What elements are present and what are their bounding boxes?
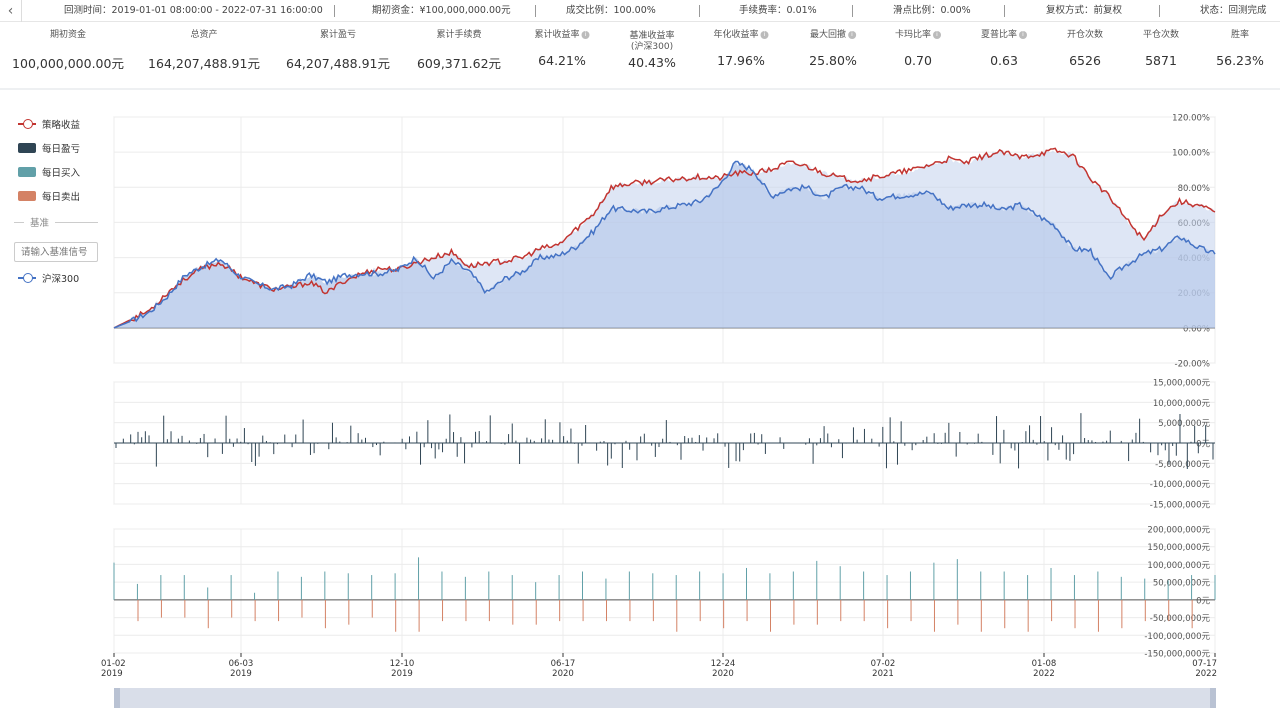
y-tick-label: 0元 bbox=[1196, 440, 1210, 450]
benchmark-section-title: 基准 bbox=[14, 214, 98, 230]
y-tick-label: 150,000,000元 bbox=[1147, 543, 1210, 553]
y-tick-label: 0.00% bbox=[1183, 324, 1210, 334]
x-tick-year: 2019 bbox=[391, 669, 413, 679]
stat-calmar-ratio: 卡玛比率 i 0.70 bbox=[895, 28, 942, 68]
stat-annual-return: 年化收益率 i 17.96% bbox=[713, 28, 769, 68]
stat-cumulative-pnl: 累计盈亏 64,207,488.91元 bbox=[286, 30, 390, 71]
plot-frame bbox=[113, 528, 1216, 654]
x-tick-label: 07-02 bbox=[871, 659, 896, 669]
legend-item-benchmark-hs300[interactable]: 沪深300 bbox=[14, 266, 98, 290]
color-swatch-icon bbox=[18, 191, 36, 201]
info-icon[interactable]: i bbox=[1019, 31, 1028, 39]
separator bbox=[852, 5, 853, 17]
separator bbox=[334, 5, 335, 17]
y-tick-label: 80.00% bbox=[1178, 184, 1210, 194]
legend-item-strategy-return[interactable]: 策略收益 bbox=[14, 112, 98, 136]
divider bbox=[0, 88, 1280, 90]
x-axis: 01-02201906-03201912-10201906-17202012-2… bbox=[101, 653, 1217, 679]
line-marker-icon bbox=[18, 119, 36, 129]
y-tick-label: 100.00% bbox=[1172, 149, 1210, 159]
summary-stats: 期初资金 100,000,000.00元 总资产 164,207,488.91元 累… bbox=[0, 28, 1280, 88]
color-swatch-icon bbox=[18, 143, 36, 153]
initial-capital-param: 期初资金：¥100,000,000.00元 bbox=[372, 5, 511, 16]
legend-item-daily-sell[interactable]: 每日卖出 bbox=[14, 184, 98, 208]
separator bbox=[699, 5, 700, 17]
line-marker-icon bbox=[18, 273, 36, 283]
x-tick-year: 2019 bbox=[101, 669, 123, 679]
y-tick-label: 0元 bbox=[1196, 596, 1210, 606]
y-tick-label: 5,000,000元 bbox=[1158, 419, 1210, 429]
benchmark-line bbox=[113, 160, 1216, 329]
y-tick-label: -5,000,000元 bbox=[1155, 460, 1210, 470]
y-tick-label: -20.00% bbox=[1175, 360, 1210, 370]
y-tick-label: -100,000,000元 bbox=[1144, 632, 1210, 642]
x-tick-label: 06-03 bbox=[229, 659, 254, 669]
x-tick-label: 07-17 bbox=[1192, 659, 1217, 669]
stat-open-count: 开仓次数 6526 bbox=[1066, 30, 1104, 68]
stat-sharpe-ratio: 夏普比率 i 0.63 bbox=[981, 28, 1028, 68]
stat-benchmark-return: 基准收益率 (沪深300) 40.43% bbox=[628, 31, 676, 70]
y-tick-label: -50,000,000元 bbox=[1150, 614, 1211, 624]
stat-close-count: 平仓次数 5871 bbox=[1142, 30, 1180, 68]
series-area bbox=[114, 149, 1215, 328]
separator bbox=[535, 5, 536, 17]
x-tick-label: 12-24 bbox=[711, 659, 736, 669]
legend-item-daily-buy[interactable]: 每日买入 bbox=[14, 160, 98, 184]
chart-legend: 策略收益 每日盈亏 每日买入 每日卖出 基准 沪深300 bbox=[14, 112, 98, 290]
separator bbox=[1159, 5, 1160, 17]
stat-cumulative-return: 累计收益率 i 64.21% bbox=[534, 28, 590, 68]
y-tick-label: 120.00% bbox=[1172, 114, 1210, 124]
legend-item-daily-pnl[interactable]: 每日盈亏 bbox=[14, 136, 98, 160]
x-tick-label: 01-02 bbox=[101, 659, 126, 669]
zoom-handle-left[interactable] bbox=[114, 688, 120, 708]
buy-sell-chart: 200,000,000元 150,000,000元 100,000,000元 50,0… bbox=[113, 526, 1216, 660]
info-icon[interactable]: i bbox=[581, 31, 590, 39]
y-tick-label: -10,000,000元 bbox=[1150, 480, 1211, 490]
info-icon[interactable]: i bbox=[760, 31, 769, 39]
separator bbox=[1004, 5, 1005, 17]
x-tick-label: 01-08 bbox=[1032, 659, 1057, 669]
y-tick-label: 50,000,000元 bbox=[1153, 579, 1211, 589]
slippage-param: 滑点比例：0.00% bbox=[893, 5, 971, 16]
stat-max-drawdown: 最大回撤 i 25.80% bbox=[809, 30, 857, 68]
x-tick-year: 2022 bbox=[1033, 669, 1055, 679]
y-tick-label: 10,000,000元 bbox=[1153, 399, 1211, 409]
datazoom-slider[interactable] bbox=[114, 688, 1216, 708]
x-tick-year: 2019 bbox=[230, 669, 252, 679]
strategy-line bbox=[113, 147, 1216, 329]
color-swatch-icon bbox=[18, 167, 36, 177]
x-tick-label: 12-10 bbox=[390, 659, 415, 669]
info-icon[interactable]: i bbox=[848, 31, 857, 39]
y-tick-label: -15,000,000元 bbox=[1150, 501, 1211, 511]
x-tick-year: 2022 bbox=[1195, 669, 1217, 679]
y-tick-label: 100,000,000元 bbox=[1147, 561, 1210, 571]
adjust-mode-param: 复权方式：前复权 bbox=[1046, 5, 1123, 16]
fill-ratio-param: 成交比例：100.00% bbox=[566, 5, 656, 16]
x-tick-year: 2021 bbox=[872, 669, 894, 679]
chevron-left-icon[interactable]: ‹ bbox=[0, 0, 22, 22]
info-icon[interactable]: i bbox=[933, 31, 942, 39]
daily-pnl-chart: 15,000,000元 10,000,000元 5,000,000元 0元 -5,000… bbox=[113, 379, 1216, 511]
y-tick-label: -150,000,000元 bbox=[1144, 650, 1210, 660]
stat-win-rate: 胜率 56.23% bbox=[1216, 30, 1264, 68]
y-tick-label: 200,000,000元 bbox=[1147, 526, 1210, 536]
x-tick-label: 06-17 bbox=[551, 659, 576, 669]
fee-rate-param: 手续费率：0.01% bbox=[739, 5, 817, 16]
stat-total-assets: 总资产 164,207,488.91元 bbox=[148, 30, 260, 71]
benchmark-signal-input[interactable] bbox=[14, 242, 98, 262]
x-tick-year: 2020 bbox=[552, 669, 574, 679]
status-param: 状态：回测完成 bbox=[1200, 5, 1267, 16]
zoom-handle-right[interactable] bbox=[1210, 688, 1216, 708]
returns-chart: 120.00%100.00%80.00%60.00%40.00%20.00%0.… bbox=[113, 114, 1216, 370]
stat-cumulative-fee: 累计手续费 609,371.62元 bbox=[416, 30, 502, 71]
backtest-time: 回测时间：2019-01-01 08:00:00 - 2022-07-31 16… bbox=[64, 5, 323, 16]
stat-initial-capital: 期初资金 100,000,000.00元 bbox=[12, 30, 124, 71]
x-tick-year: 2020 bbox=[712, 669, 734, 679]
y-tick-label: 15,000,000元 bbox=[1153, 379, 1211, 389]
backtest-params-bar: ‹ 回测时间：2019-01-01 08:00:00 - 2022-07-31 … bbox=[0, 0, 1280, 22]
